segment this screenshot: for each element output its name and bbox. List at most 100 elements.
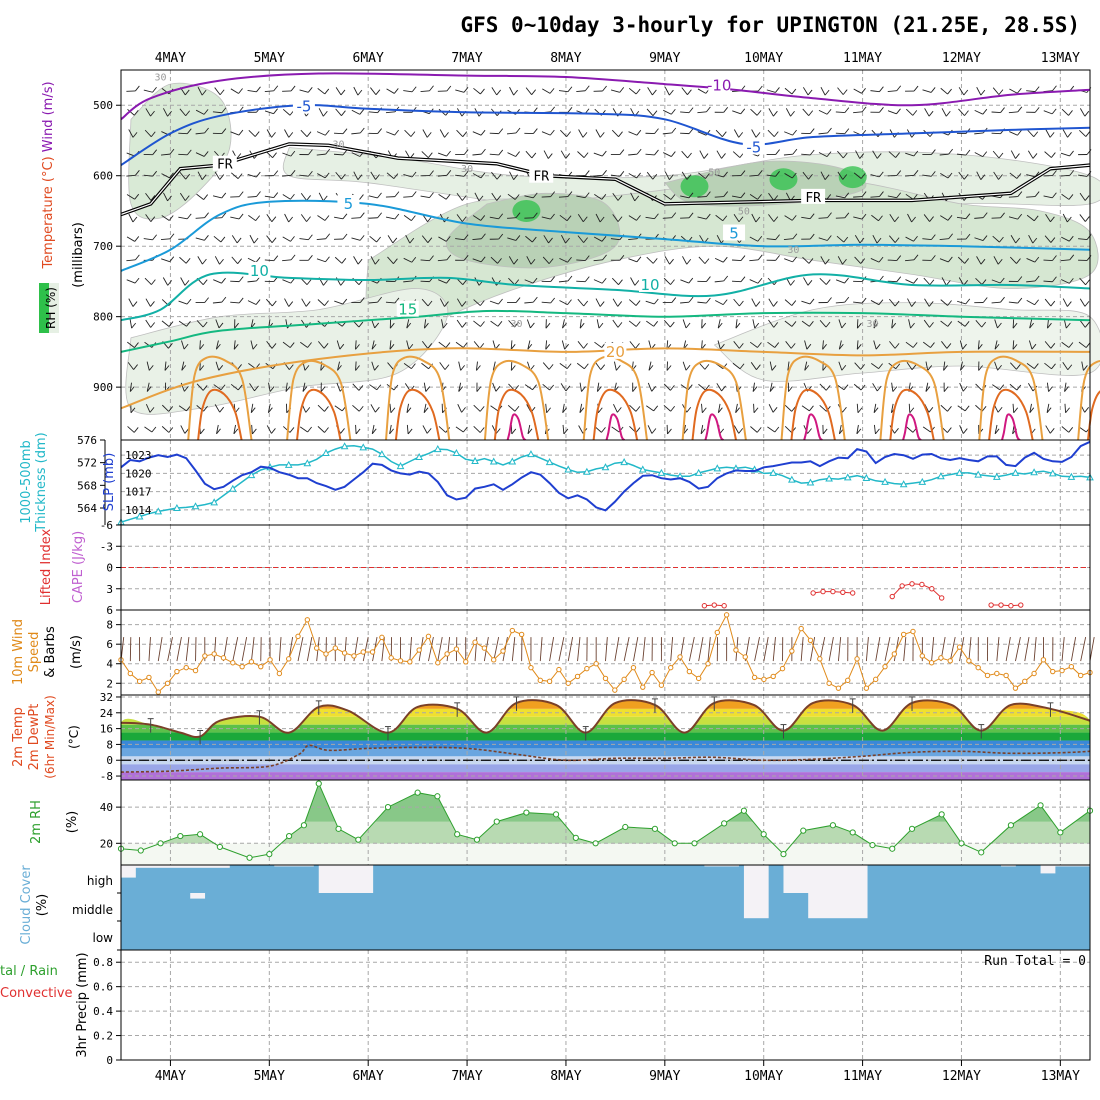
date-label-bottom: 9MAY [649,1069,680,1084]
wind-barb [614,361,617,371]
temp-lobe-contour [582,355,648,441]
wind-barb [196,193,204,200]
wind-barb [749,341,758,348]
wind-barb-flag [859,237,865,244]
wind-barb [178,300,188,305]
wind10-point [304,617,311,623]
wind-barb-flag [446,85,452,92]
cloud-level-label: high [87,874,113,888]
wind-barb-flag [272,152,277,158]
wind-barb-flag [271,300,277,307]
axis-label-part: 2m RH [29,800,44,844]
wind-barb [1061,341,1070,348]
wind-barb [820,171,826,180]
wind-barb-flag [943,386,949,392]
wind-barb [856,424,859,434]
wind-barb-flag [998,152,1004,159]
wind-barb [595,298,601,307]
wind-barb [611,426,620,433]
wind-barb-flag [135,85,140,92]
wind10-barb [306,636,313,662]
wind-barb [1009,256,1017,264]
wind-barb [613,404,618,413]
wind-barb-flag [1052,192,1057,199]
wind-barb-flag [687,384,693,390]
wind-barb-flag [618,279,623,285]
wind-barb [958,171,965,180]
rh-point [157,840,164,847]
wind-barb-flag [478,195,484,202]
wind10-point [407,659,413,665]
li-point [929,586,935,592]
wind-barb-flag [238,88,243,94]
wind-barb [368,301,378,304]
wind-barb [161,173,170,179]
wind-barb [472,238,482,240]
fr-label: FR [805,191,821,206]
wind-barb [715,129,723,137]
wind10-point [1040,657,1047,663]
wind-barb-flag [429,170,434,176]
date-label-bottom: 12MAY [942,1069,981,1084]
wind-barb [1026,300,1035,306]
wind10-barb [810,637,816,662]
wind-barb-flag [515,212,521,218]
wind-barb-flag [323,343,329,349]
wind-barb-flag [377,212,382,219]
wind-barb-flag [652,110,658,116]
wind-barb [1009,131,1018,136]
wind-barb-flag [545,344,551,350]
wind-barb [406,319,410,329]
wind-barb [475,361,478,371]
cloud-gap [783,865,868,893]
wind-barb [611,129,619,137]
wind-barb [197,86,203,96]
thickness-tick-label: 572 [77,457,97,470]
thickness-point [433,445,442,453]
wind-barb [822,340,824,350]
y-tick-label: 8 [106,619,113,632]
wind-barb [161,258,170,263]
wind-barb [680,279,689,284]
wind-barb-flag [757,194,762,200]
wind-barb [801,405,810,412]
wind-barb-flag [960,365,965,371]
wind-barb [266,298,273,307]
wind-barb-flag [584,85,590,92]
wind-barb-flag [873,322,879,329]
wind-barb-flag [1069,254,1075,261]
wind-barb [991,132,1001,135]
thickness-point [359,443,368,451]
wind-barb [128,129,134,138]
li-line [991,604,1021,607]
wind-barb-flag [929,322,934,328]
temp-lobe-contour [1077,360,1100,441]
wind-barb-flag [342,298,348,305]
wind-barb [891,319,894,329]
wind-barb-flag [219,406,225,413]
wind-barb [853,88,862,94]
wind-barb-flag [930,87,936,93]
axis-label-part: (m/s) [69,635,84,669]
wind-barb-flag [739,300,744,307]
wind-barb-flag [533,212,538,219]
wind-barb-flag [134,193,140,200]
wind-barb-flag [997,322,1002,329]
wind-barb-flag [237,364,242,370]
wind-barb [735,403,738,413]
wind-barb [1045,425,1051,434]
wind-barb [403,363,412,369]
wind10-barb [558,636,565,662]
date-label-top: 5MAY [254,51,285,66]
wind-barb-flag [913,85,919,92]
wind-barb [925,382,929,392]
wind-barb [1081,361,1084,371]
axis-label: 2m DewPt [27,704,42,771]
wind-barb [922,341,931,348]
wind-barb-flag [527,343,533,350]
wind-barb [316,258,326,263]
wind-barb [247,257,257,263]
wind-barb-flag [1050,300,1056,307]
wind-barb-flag [548,258,554,264]
cloud-gap [274,865,314,867]
